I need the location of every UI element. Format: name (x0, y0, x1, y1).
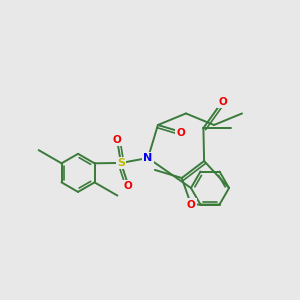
Text: O: O (218, 97, 227, 107)
Text: O: O (187, 200, 195, 209)
Text: O: O (112, 135, 121, 145)
Text: S: S (117, 158, 125, 168)
Text: O: O (176, 128, 185, 138)
Text: N: N (143, 153, 153, 163)
Text: O: O (124, 181, 132, 191)
